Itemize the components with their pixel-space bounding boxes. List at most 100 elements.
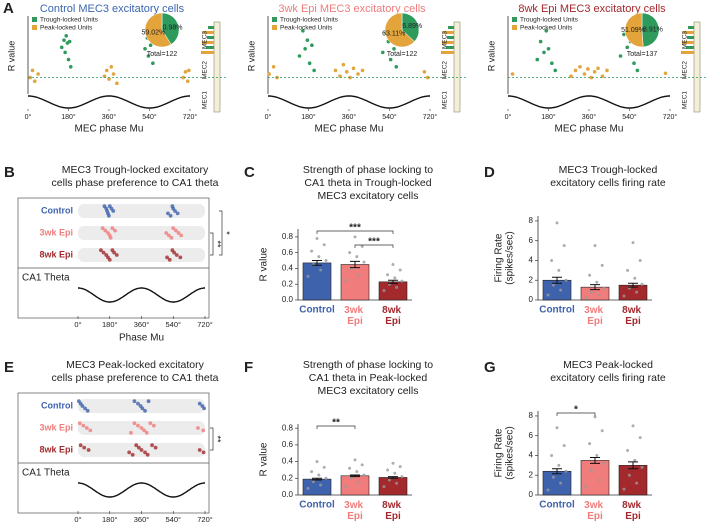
x-tick-label: 180° [102,515,118,524]
x-tick-label: 0° [505,113,512,121]
swarm-point [132,399,137,404]
swarm-point [173,209,177,213]
data-point [382,485,386,489]
data-point [322,465,326,469]
scatter-point [592,70,597,74]
data-point [564,469,568,473]
swarm-point [167,257,172,262]
category-label: 3wk Epi [344,305,366,327]
scatter-point [538,39,543,44]
data-point [395,285,399,289]
data-point [564,278,568,282]
scatter-point [622,32,626,37]
swarm-point [201,428,206,433]
swarm-point [80,404,85,408]
error-bar [590,284,600,291]
swarm-point [101,250,106,255]
layer-bar [203,31,214,34]
data-point [626,268,630,272]
scatter-point [307,61,312,65]
layer-strip [213,21,221,113]
data-point [551,283,555,287]
data-point [322,243,326,247]
error-bar [388,476,398,479]
layer-strip [453,21,461,113]
significance-bracket [316,425,356,429]
swarm-point [148,421,153,426]
layer-label: MEC2 [682,61,689,79]
y-tick-label: 0 [529,295,534,304]
y-tick-label: 0.6 [282,440,294,449]
swarm-point [130,452,135,457]
swarm-point [83,406,87,411]
data-point [626,449,630,453]
wave-label: CA1 Theta [22,468,70,479]
x-axis-label: MEC phase Mu [315,124,384,135]
category-label: Control [41,205,73,215]
legend-label: Peak-locked Units [520,25,573,32]
chart-title: MEC3 Peak-locked [563,359,653,371]
scatter-point [348,75,352,80]
data-point [597,293,601,297]
data-point [311,480,315,484]
pie-label: 63.11% [382,30,405,37]
layer-label: MEC1 [442,91,449,109]
category-label: Control [539,305,575,316]
scatter-point [181,75,186,80]
scatter-point [187,68,191,73]
scatter-point [146,54,151,58]
category-label: 8wk Epi [622,500,644,522]
scatter-point [63,50,67,55]
swarm-point [168,213,173,218]
x-tick-label: 720° [663,113,678,121]
category-label: 8wk Epi [39,444,73,454]
layer-bar [208,26,214,29]
wave-label: CA1 Theta [22,273,70,284]
swarm-point [176,231,181,235]
significance-bracket [219,210,223,256]
scatter-point [301,29,305,33]
data-point [551,475,555,479]
error-bar [628,461,638,470]
y-tick-label: 6 [529,236,534,245]
scatter-point [425,75,430,80]
data-point [589,290,593,294]
swarm-point [127,450,132,455]
swarm-point [106,213,111,218]
legend-label: Peak-locked Units [40,25,93,32]
y-tick-label: 2 [529,470,534,479]
error-bar [628,282,638,288]
chart-title: excitatory cells firing rate [550,177,666,189]
bar [618,465,648,496]
significance-label: ** [213,435,223,443]
y-tick-label: 0.8 [282,232,294,241]
violin-band [78,204,205,218]
swarm-point [100,226,105,231]
layer-bar [682,41,694,44]
pie-total: Total=122 [387,51,418,58]
scatter-point [625,45,630,50]
significance-bracket [316,230,394,234]
significance-label: *** [368,237,380,248]
y-axis-label: (spikes/sec) [505,231,516,284]
theta-wave [268,95,430,109]
bar [302,262,332,301]
data-point [635,290,639,294]
category-label: Control [41,400,73,410]
swarm-point [169,235,174,240]
scatter-point [143,47,147,51]
scatter-point [394,65,399,69]
swarm-point [146,399,151,404]
x-tick-label: 0° [74,515,81,524]
y-axis-label: R value [259,247,270,281]
scatter-point [582,72,587,76]
swarm-point [86,448,91,452]
data-point [324,476,328,480]
scatter-point [32,79,37,83]
swarm-point [77,421,82,426]
data-point [395,481,399,485]
panel-label: A [3,0,14,17]
data-point [562,244,566,248]
significance-bracket [210,232,214,256]
swarm-point [143,450,147,455]
